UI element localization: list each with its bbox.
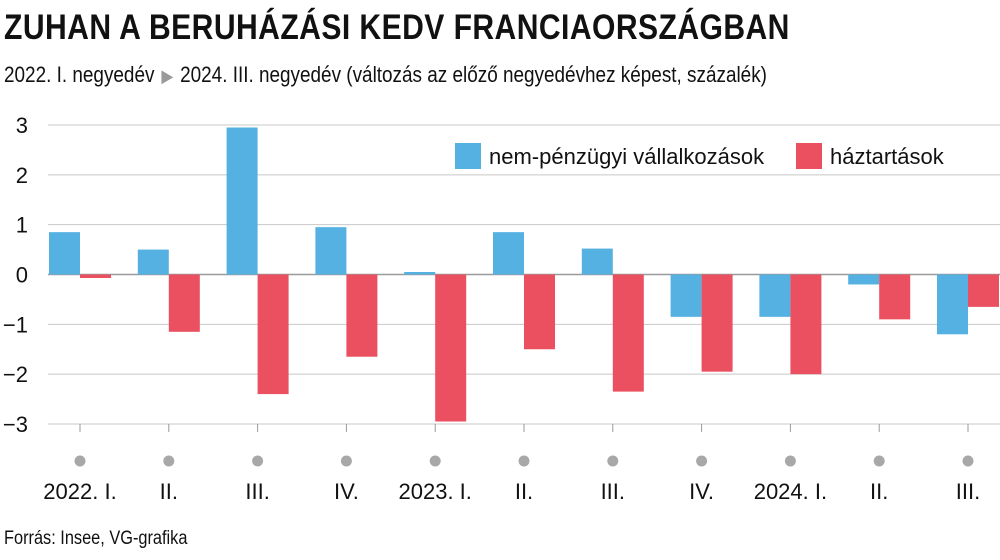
y-axis: 3 2 1 0 −1 −2 −3 [3, 113, 28, 437]
legend-label-nem-penzugyi: nem-pénzügyi vállalkozások [489, 144, 765, 169]
bar-nem-penzugyi [848, 274, 880, 285]
bar-nem-penzugyi [315, 227, 347, 275]
category-dot [962, 455, 974, 467]
bar-haztartasok [257, 274, 289, 395]
x-category-label: II. [160, 479, 178, 504]
bar-nem-penzugyi [581, 248, 613, 275]
x-category-label: IV. [689, 479, 714, 504]
bar-nem-penzugyi [670, 274, 702, 317]
x-category-label: 2023. I. [399, 479, 472, 504]
subtitle-end: 2024. III. negyedév (változás az előző n… [180, 62, 767, 87]
y-tick-label: −1 [3, 312, 28, 337]
bar-nem-penzugyi [404, 272, 436, 275]
category-dot [696, 455, 708, 467]
bar-haztartasok [879, 274, 911, 320]
bar-haztartasok [612, 274, 644, 392]
bar-nem-penzugyi [493, 232, 524, 275]
bar-haztartasok [524, 274, 555, 350]
y-tick-label: 0 [16, 263, 28, 288]
y-tick-label: −3 [3, 412, 28, 437]
y-tick-label: 2 [16, 163, 28, 188]
x-category-label: III. [601, 479, 625, 504]
chart-subtitle: 2022. I. negyedév ▶ 2024. III. negyedév (v… [4, 62, 767, 88]
bar-haztartasok [790, 274, 822, 375]
category-dot [252, 455, 264, 467]
category-dot [429, 455, 441, 467]
legend: nem-pénzügyi vállalkozások háztartások [455, 143, 945, 169]
subtitle-start: 2022. I. negyedév [4, 62, 155, 87]
legend-swatch-nem-penzugyi [455, 143, 481, 169]
bar-nem-penzugyi [137, 249, 169, 275]
legend-swatch-haztartasok [796, 143, 822, 169]
x-category-label: IV. [334, 479, 359, 504]
category-dot [607, 455, 619, 467]
category-dot [163, 455, 175, 467]
category-dot [873, 455, 885, 467]
y-tick-label: −2 [3, 362, 28, 387]
x-axis: 2022. I. II. III. IV. 2023. I. II. III. IV. 2024… [43, 424, 980, 504]
bar-haztartasok [968, 274, 999, 307]
bar-haztartasok [435, 274, 467, 422]
chart-title: ZUHAN A BERUHÁZÁSI KEDV FRANCIAORSZÁGBAN [4, 8, 790, 47]
x-category-label: II. [870, 479, 888, 504]
category-dot [784, 455, 796, 467]
bar-nem-penzugyi [49, 232, 80, 275]
bar-nem-penzugyi [226, 127, 258, 275]
category-dot [74, 455, 86, 467]
category-dot [518, 455, 530, 467]
y-tick-label: 3 [16, 113, 28, 138]
play-triangle-icon: ▶ [161, 66, 174, 86]
category-dot [340, 455, 352, 467]
bar-haztartasok [80, 274, 111, 278]
x-category-label: III. [245, 479, 269, 504]
bar-nem-penzugyi [937, 274, 968, 335]
x-category-label: II. [515, 479, 533, 504]
bars [49, 127, 999, 422]
legend-label-haztartasok: háztartások [830, 144, 945, 169]
x-category-label: 2024. I. [754, 479, 827, 504]
x-category-label: 2022. I. [43, 479, 116, 504]
bar-haztartasok [346, 274, 378, 357]
bar-haztartasok [168, 274, 200, 332]
y-tick-label: 1 [16, 213, 28, 238]
x-category-label: III. [956, 479, 980, 504]
source-note: Forrás: Insee, VG-grafika [4, 528, 188, 549]
bar-nem-penzugyi [759, 274, 791, 317]
bar-haztartasok [701, 274, 733, 372]
